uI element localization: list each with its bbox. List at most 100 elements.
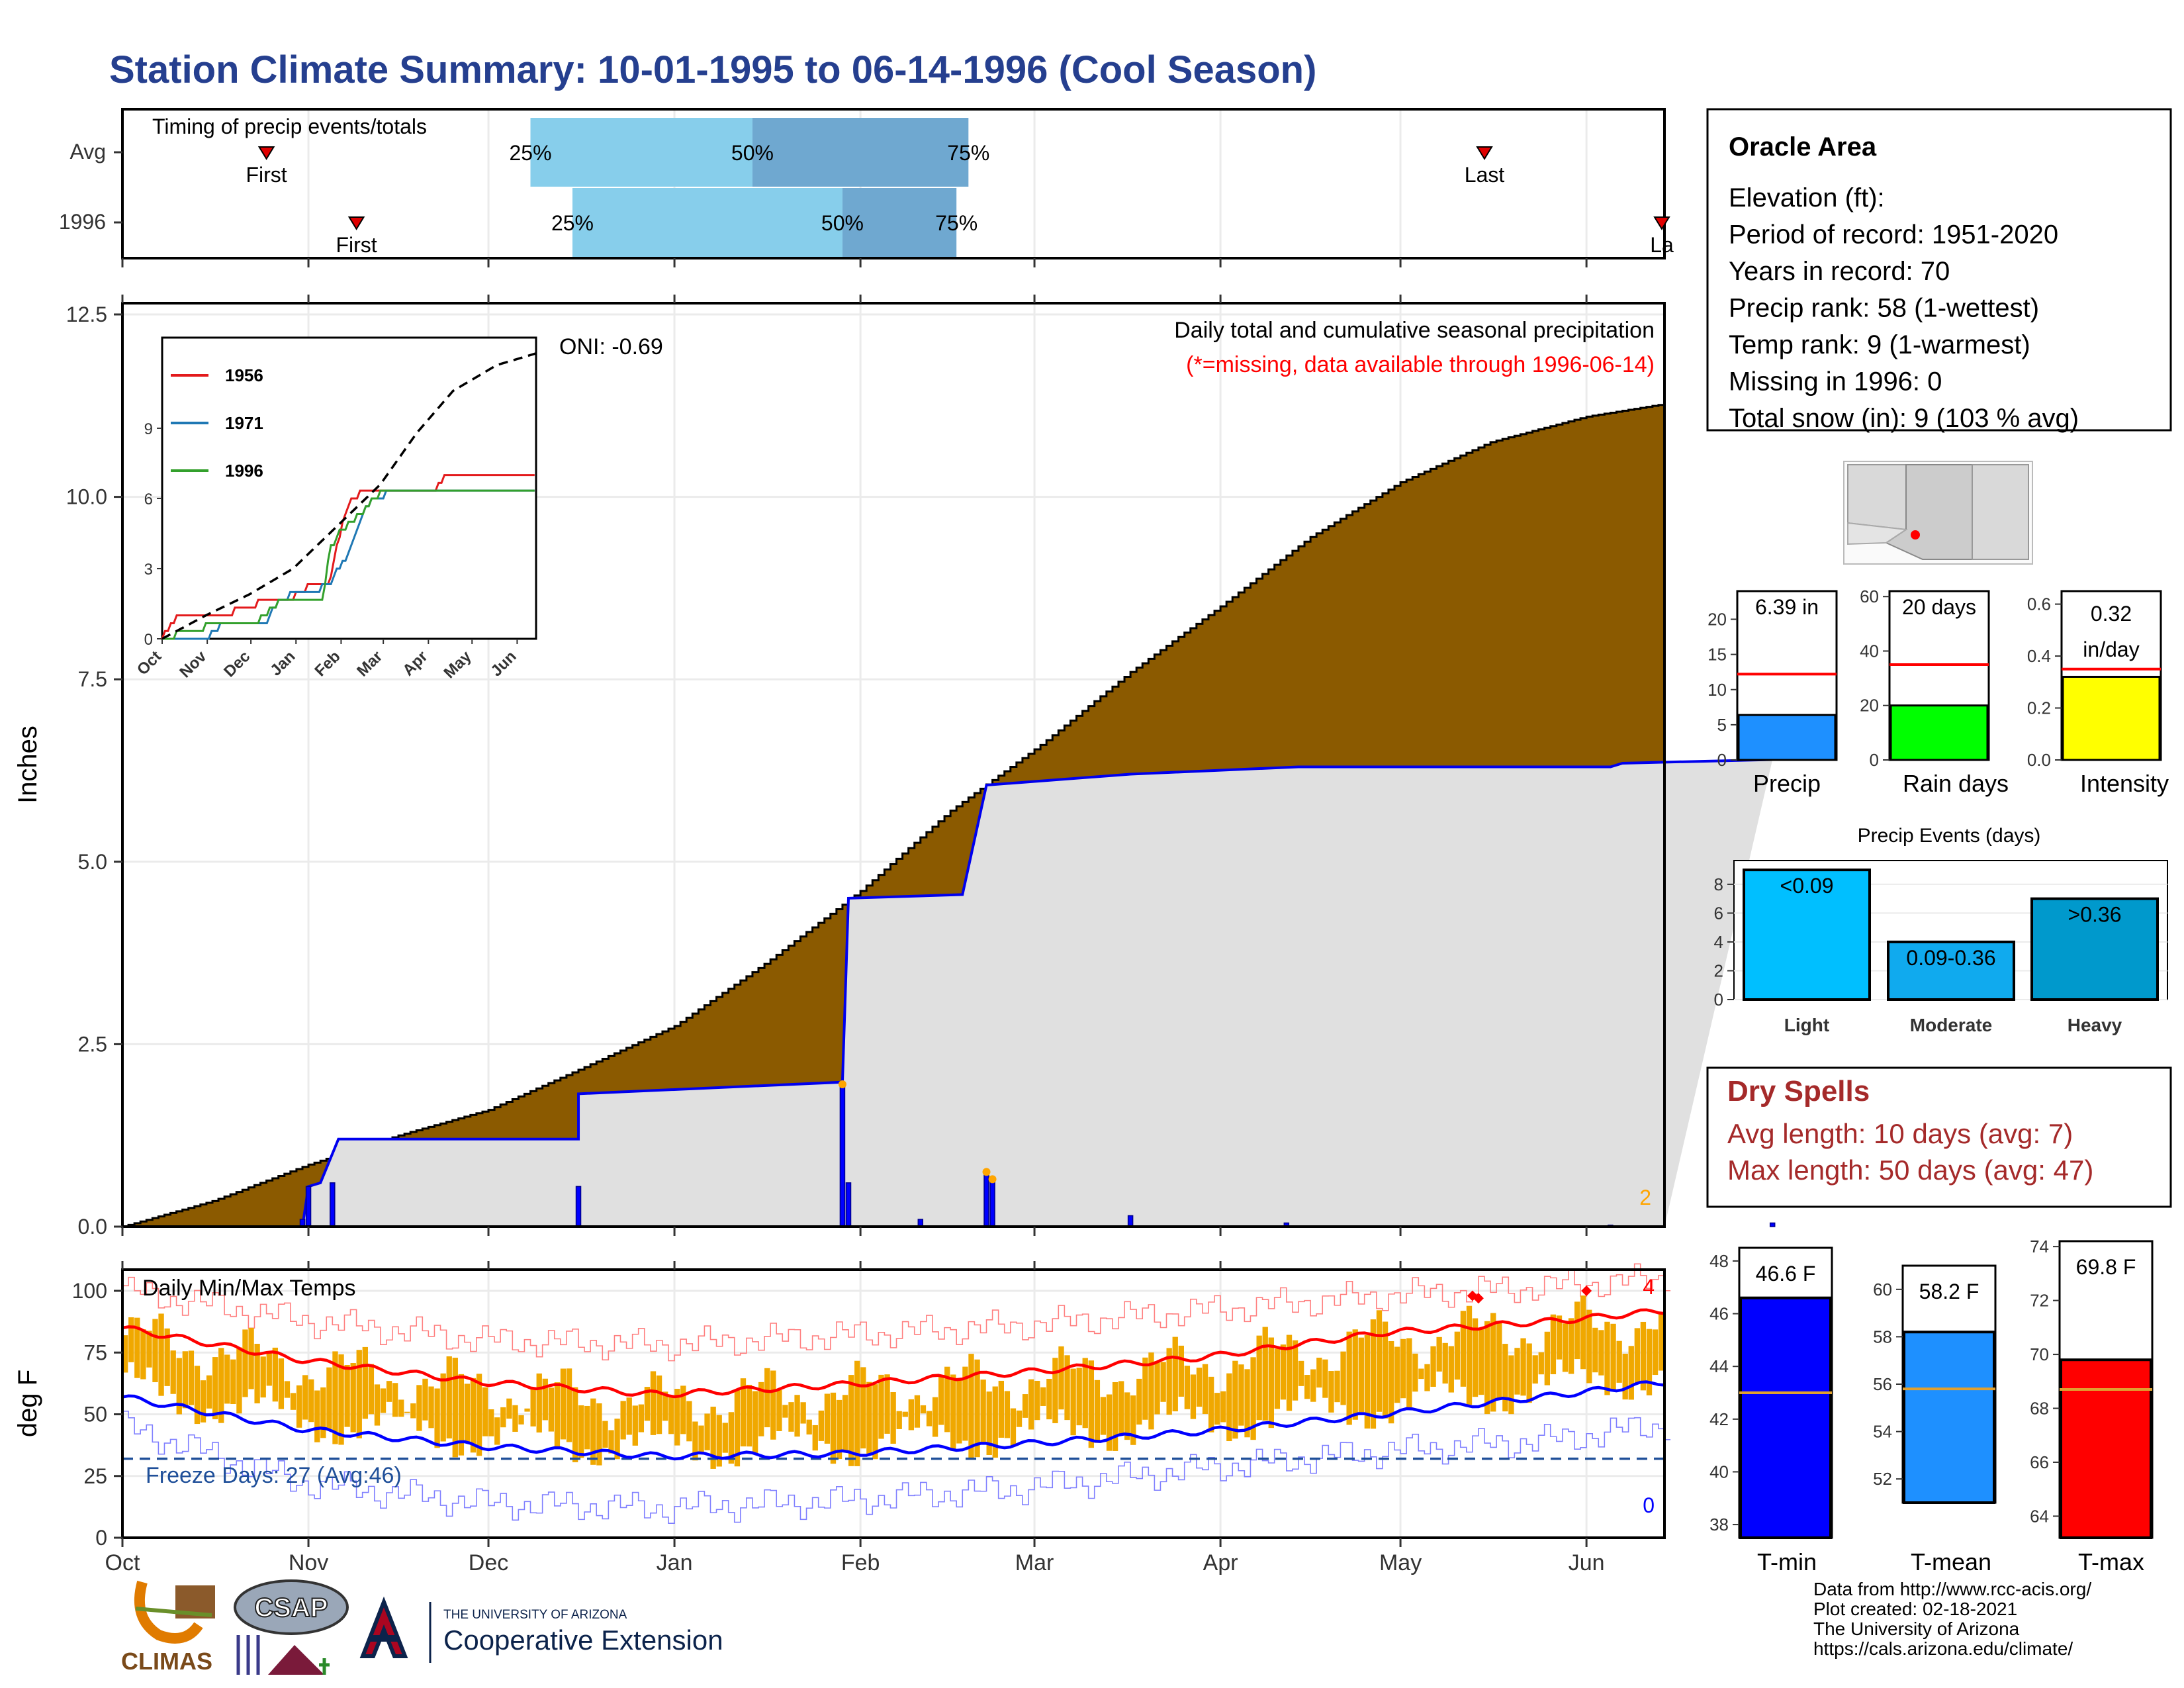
temp-panel-title: Daily Min/Max Temps — [142, 1276, 355, 1301]
daily-temp-bar — [440, 1373, 446, 1442]
daily-temp-bar — [1424, 1364, 1430, 1391]
station-info-line: Temp rank: 9 (1-warmest) — [1729, 330, 2030, 359]
daily-temp-bar — [1568, 1318, 1574, 1374]
ua-big-text: Cooperative Extension — [443, 1624, 723, 1656]
daily-temp-bar — [470, 1378, 477, 1453]
daily-temp-bar — [1436, 1336, 1442, 1372]
daily-temp-bar — [1280, 1344, 1287, 1400]
credit-line: Data from http://www.rcc-acis.org/ — [1813, 1579, 2092, 1599]
precip-ylabel: Inches — [13, 726, 42, 804]
daily-temp-bar — [968, 1354, 974, 1460]
stat-bar-ytick-label: 0.2 — [2027, 698, 2051, 718]
inset-xtick-label: Jun — [487, 647, 520, 680]
daily-temp-bar — [1202, 1364, 1208, 1415]
daily-temp-bar — [290, 1393, 296, 1410]
daily-temp-bar — [1172, 1336, 1178, 1412]
month-label: Apr — [1203, 1550, 1238, 1575]
daily-temp-bar — [1142, 1357, 1148, 1420]
precip-ytick-label: 5.0 — [78, 850, 107, 874]
daily-temp-bar — [1484, 1321, 1490, 1415]
station-info-line: Total snow (in): 9 (103 % avg) — [1729, 404, 2079, 433]
daily-precip-bar — [983, 1171, 989, 1227]
daily-temp-bar — [818, 1410, 825, 1441]
daily-temp-bar — [620, 1401, 626, 1440]
daily-temp-bar — [170, 1350, 176, 1394]
inset-legend-label: 1971 — [225, 413, 263, 433]
daily-temp-bar — [860, 1367, 866, 1449]
university-of-arizona-logo: THE UNIVERSITY OF ARIZONA Cooperative Ex… — [359, 1596, 723, 1663]
temp-bar-ytick-label: 44 — [1709, 1356, 1729, 1376]
temp-bar-ytick-label: 68 — [2030, 1399, 2049, 1419]
station-info-line: Elevation (ft): — [1729, 183, 1885, 212]
daily-temp-bar — [368, 1364, 375, 1415]
daily-temp-bar — [740, 1378, 747, 1447]
timing-p50-label: 50% — [731, 141, 774, 165]
daily-temp-bar — [464, 1383, 471, 1442]
daily-temp-bar — [1562, 1323, 1569, 1372]
daily-temp-bar — [140, 1329, 146, 1380]
daily-temp-bar — [704, 1413, 710, 1450]
precip-event-range: <0.09 — [1780, 874, 1834, 898]
daily-temp-bar — [1292, 1340, 1298, 1401]
climas-logo-text: CLIMAS — [121, 1648, 212, 1675]
daily-temp-bar — [1460, 1311, 1467, 1387]
daily-temp-bar — [824, 1393, 831, 1444]
daily-temp-bar — [1040, 1387, 1046, 1406]
dry-spells-avg: Avg length: 10 days (avg: 7) — [1727, 1118, 2073, 1149]
daily-temp-bar — [746, 1384, 752, 1447]
station-info-line: Precip rank: 58 (1-wettest) — [1729, 294, 2039, 323]
location-map — [1843, 461, 2033, 565]
daily-temp-bar — [392, 1383, 398, 1417]
daily-temp-bar — [314, 1390, 320, 1442]
stat-bar-fill — [1889, 704, 1989, 761]
precip-panel: 0.0 2.5 5.0 7.5 10.0 12.5 Inches ONI: -0.69 D… — [13, 302, 1776, 1239]
inset-xtick-label: Nov — [176, 647, 210, 682]
daily-temp-bar — [950, 1374, 956, 1451]
daily-temp-bar — [194, 1366, 201, 1425]
daily-temp-bar — [608, 1430, 614, 1454]
missing-count: 2 — [1639, 1186, 1651, 1209]
daily-temp-bar — [842, 1395, 848, 1451]
stat-bar-name: Precip — [1753, 770, 1821, 797]
station-info-line: Missing in 1996: 0 — [1729, 367, 1942, 397]
daily-temp-bar — [908, 1399, 915, 1430]
daily-temp-bar — [536, 1373, 542, 1433]
temp-bar-name: T-max — [2078, 1548, 2144, 1575]
month-label: Oct — [105, 1550, 140, 1575]
precip-events-ytick-label: 2 — [1714, 961, 1723, 980]
daily-temp-bar — [890, 1391, 896, 1444]
credit-line: The University of Arizona — [1813, 1618, 2020, 1639]
month-label: Mar — [1015, 1550, 1054, 1575]
daily-precip-bar — [1127, 1215, 1134, 1227]
daily-temp-bar — [284, 1381, 291, 1398]
stat-bar-ytick-label: 0.0 — [2027, 750, 2051, 770]
timing-last-marker — [1476, 146, 1493, 160]
record-min-line — [122, 1411, 1671, 1524]
daily-temp-bar — [560, 1368, 567, 1440]
daily-temp-bar — [1046, 1378, 1052, 1420]
daily-temp-bar — [278, 1358, 285, 1409]
daily-temp-bar — [1112, 1382, 1118, 1451]
daily-precip-bar — [1769, 1222, 1776, 1227]
precip-ytick-label: 12.5 — [66, 303, 107, 326]
precip-panel-title: Daily total and cumulative seasonal prec… — [1174, 318, 1655, 343]
timing-bar-50-75 — [752, 118, 969, 187]
month-label: Jan — [657, 1550, 693, 1575]
record-high-marker — [1581, 1286, 1592, 1296]
temp-bar-ytick-label: 38 — [1709, 1515, 1729, 1534]
stat-bar-ytick-label: 20 — [1707, 610, 1727, 630]
daily-temp-bar — [1370, 1319, 1377, 1429]
daily-temp-bar — [1244, 1369, 1250, 1438]
precip-ytick-label: 10.0 — [66, 485, 107, 509]
timing-first-marker — [347, 216, 365, 230]
daily-temp-bar — [1058, 1346, 1064, 1410]
daily-precip-bar — [575, 1186, 582, 1227]
daily-temp-bar — [182, 1351, 189, 1409]
daily-temp-bar — [770, 1370, 776, 1440]
month-label: May — [1379, 1550, 1422, 1575]
daily-temp-bar — [296, 1385, 302, 1428]
temp-bar-ytick-label: 52 — [1873, 1469, 1892, 1489]
daily-temp-bar — [1316, 1358, 1322, 1388]
timing-p75-label: 75% — [947, 141, 989, 165]
